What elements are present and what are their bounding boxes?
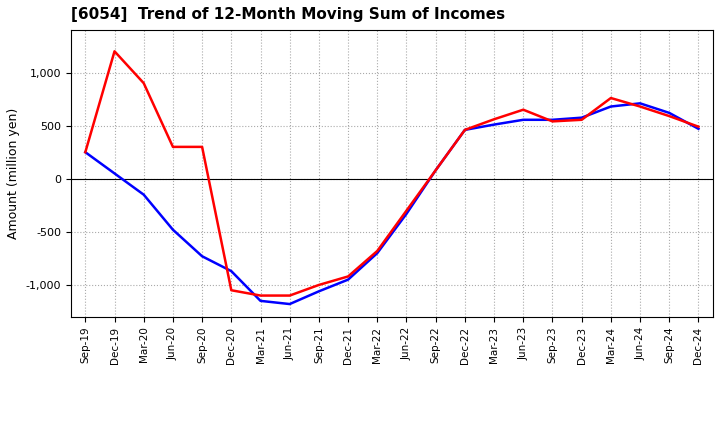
Ordinary Income [81, 150, 90, 155]
Net Income [227, 288, 235, 293]
Net Income [373, 248, 382, 253]
Net Income [285, 293, 294, 298]
Net Income [140, 81, 148, 86]
Net Income [636, 104, 644, 109]
Ordinary Income [285, 301, 294, 307]
Net Income [519, 107, 528, 112]
Net Income [461, 127, 469, 132]
Ordinary Income [606, 104, 615, 109]
Ordinary Income [256, 298, 265, 304]
Legend: Ordinary Income, Net Income: Ordinary Income, Net Income [245, 436, 539, 440]
Net Income [343, 274, 352, 279]
Net Income [168, 144, 177, 150]
Ordinary Income [636, 101, 644, 106]
Ordinary Income [198, 253, 207, 259]
Net Income [315, 282, 323, 288]
Ordinary Income [577, 115, 586, 120]
Ordinary Income [140, 192, 148, 197]
Ordinary Income [373, 250, 382, 256]
Ordinary Income [168, 227, 177, 232]
Ordinary Income [548, 117, 557, 122]
Net Income [110, 49, 119, 54]
Ordinary Income [227, 268, 235, 274]
Net Income [694, 124, 703, 129]
Ordinary Income [461, 127, 469, 132]
Ordinary Income [431, 168, 440, 173]
Net Income [198, 144, 207, 150]
Y-axis label: Amount (million yen): Amount (million yen) [7, 108, 20, 239]
Net Income [665, 114, 674, 119]
Ordinary Income [665, 110, 674, 116]
Net Income [256, 293, 265, 298]
Ordinary Income [110, 171, 119, 176]
Line: Ordinary Income: Ordinary Income [86, 103, 698, 304]
Net Income [402, 208, 411, 213]
Net Income [577, 117, 586, 122]
Ordinary Income [402, 211, 411, 216]
Net Income [431, 168, 440, 173]
Ordinary Income [315, 289, 323, 294]
Line: Net Income: Net Income [86, 51, 698, 296]
Ordinary Income [694, 126, 703, 132]
Ordinary Income [343, 277, 352, 282]
Ordinary Income [519, 117, 528, 122]
Text: [6054]  Trend of 12-Month Moving Sum of Incomes: [6054] Trend of 12-Month Moving Sum of I… [71, 7, 505, 22]
Net Income [548, 119, 557, 124]
Net Income [606, 95, 615, 101]
Net Income [81, 150, 90, 155]
Net Income [490, 117, 498, 122]
Ordinary Income [490, 122, 498, 127]
